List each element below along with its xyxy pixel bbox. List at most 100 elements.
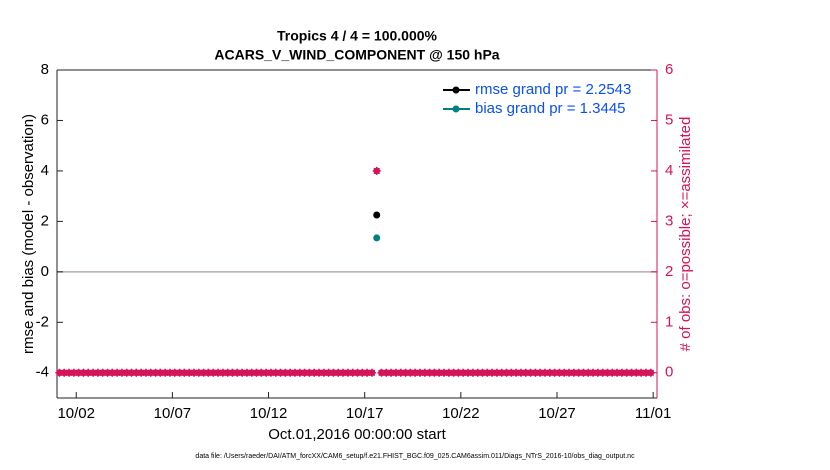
asterisk-marker [199,368,208,377]
y-tick-label: 0 [41,263,49,280]
asterisk-marker [132,368,141,377]
asterisk-marker [603,368,612,377]
asterisk-marker [79,368,88,377]
asterisk-marker [632,368,641,377]
y2-tick-label: 4 [665,162,673,179]
asterisk-marker [329,368,338,377]
asterisk-marker [396,368,405,377]
asterisk-marker [266,368,275,377]
asterisk-marker [69,368,78,377]
asterisk-marker [454,368,463,377]
y-tick-label: 8 [41,61,49,78]
asterisk-marker [367,368,376,377]
asterisk-marker [540,368,549,377]
asterisk-marker [521,368,530,377]
y-tick-label: -2 [36,313,49,330]
asterisk-marker [440,368,449,377]
y2-tick-label: 2 [665,263,673,280]
asterisk-marker [550,368,559,377]
asterisk-marker [242,368,251,377]
x-axis-label: Oct.01,2016 00:00:00 start [268,426,446,443]
asterisk-marker [536,368,545,377]
asterisk-marker [358,368,367,377]
asterisk-marker [74,368,83,377]
point [373,234,381,242]
asterisk-marker [608,368,617,377]
asterisk-marker [545,368,554,377]
asterisk-marker [569,368,578,377]
legend-label: rmse grand pr = 2.2543 [475,81,631,98]
point [373,211,381,219]
asterisk-marker [363,368,372,377]
asterisk-marker [228,368,237,377]
asterisk-marker [262,368,271,377]
y-tick-label: 4 [41,162,49,179]
asterisk-marker [348,368,357,377]
asterisk-marker [411,368,420,377]
asterisk-marker [420,368,429,377]
asterisk-marker [55,368,64,377]
asterisk-marker [93,368,102,377]
asterisk-marker [122,368,131,377]
asterisk-marker [353,368,362,377]
x-tick-label: 10/22 [442,405,480,422]
asterisk-marker [65,368,74,377]
asterisk-marker [324,368,333,377]
asterisk-marker [113,368,122,377]
asterisk-marker [214,368,223,377]
asterisk-marker [502,368,511,377]
asterisk-marker [271,368,280,377]
asterisk-marker [497,368,506,377]
asterisk-marker [415,368,424,377]
asterisk-marker [560,368,569,377]
asterisk-marker [185,368,194,377]
asterisk-marker [290,368,299,377]
asterisk-marker [209,368,218,377]
asterisk-marker [627,368,636,377]
asterisk-marker [516,368,525,377]
asterisk-marker [252,368,261,377]
asterisk-marker [449,368,458,377]
x-tick-label: 10/12 [250,405,288,422]
asterisk-marker [488,368,497,377]
y2-axis-label: # of obs: o=possible; ×=assimilated [677,117,694,352]
asterisk-marker [89,368,98,377]
asterisk-marker [617,368,626,377]
y2-tick-label: 3 [665,212,673,229]
asterisk-marker [223,368,232,377]
legend-label: bias grand pr = 1.3445 [475,100,626,117]
asterisk-marker [637,368,646,377]
asterisk-marker [281,368,290,377]
chart-subtitle: ACARS_V_WIND_COMPONENT @ 150 hPa [214,47,499,63]
y-tick-label: 2 [41,212,49,229]
asterisk-marker [156,368,165,377]
asterisk-marker [286,368,295,377]
asterisk-marker [343,368,352,377]
y2-tick-label: 6 [665,61,673,78]
x-tick-label: 10/02 [57,405,95,422]
asterisk-marker [531,368,540,377]
asterisk-marker [295,368,304,377]
footer-note: data file: /Users/raeder/DAI/ATM_forcXX/… [195,453,635,460]
asterisk-marker [165,368,174,377]
asterisk-marker [391,368,400,377]
asterisk-marker [473,368,482,377]
y2-tick-label: 5 [665,111,673,128]
asterisk-marker [108,368,117,377]
legend-marker [452,105,460,113]
asterisk-marker [430,368,439,377]
asterisk-marker [555,368,564,377]
x-tick-label: 10/07 [154,405,192,422]
asterisk-marker [319,368,328,377]
asterisk-marker [180,368,189,377]
asterisk-marker [310,368,319,377]
asterisk-marker [646,368,655,377]
asterisk-marker [622,368,631,377]
asterisk-marker [444,368,453,377]
asterisk-marker [339,368,348,377]
asterisk-marker [613,368,622,377]
asterisk-marker [141,368,150,377]
asterisk-marker [257,368,266,377]
x-tick-label: 10/17 [346,405,384,422]
